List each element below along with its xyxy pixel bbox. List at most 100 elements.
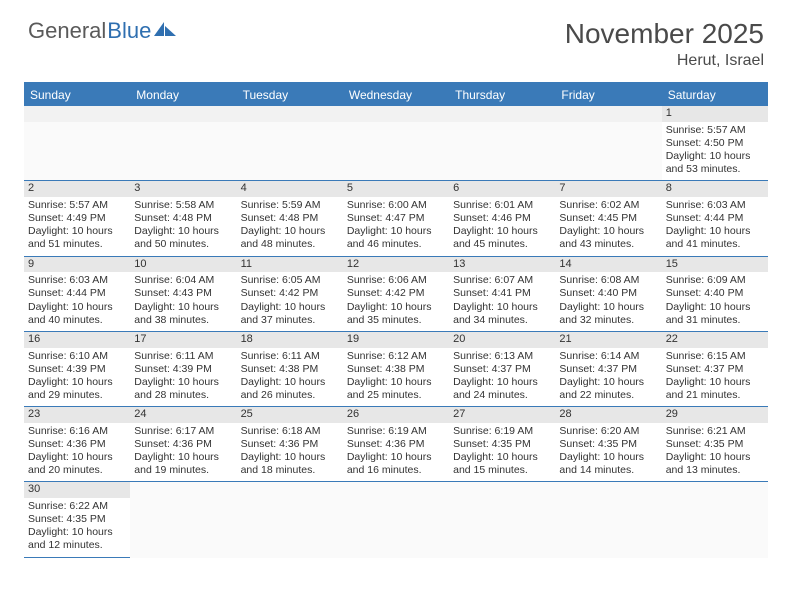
calendar-cell-empty: [662, 482, 768, 557]
day-body: Sunrise: 6:19 AMSunset: 4:36 PMDaylight:…: [343, 423, 449, 482]
weekday-header: Wednesday: [343, 84, 449, 106]
daylight-text: Daylight: 10 hours and 20 minutes.: [28, 451, 126, 477]
day-body: Sunrise: 6:03 AMSunset: 4:44 PMDaylight:…: [662, 197, 768, 256]
day-body: Sunrise: 6:22 AMSunset: 4:35 PMDaylight:…: [24, 498, 130, 557]
daylight-text: Daylight: 10 hours and 34 minutes.: [453, 301, 551, 327]
day-body: Sunrise: 6:04 AMSunset: 4:43 PMDaylight:…: [130, 272, 236, 331]
sunset-text: Sunset: 4:42 PM: [241, 287, 339, 300]
daylight-text: Daylight: 10 hours and 40 minutes.: [28, 301, 126, 327]
calendar: SundayMondayTuesdayWednesdayThursdayFrid…: [24, 82, 768, 558]
calendar-cell: 27Sunrise: 6:19 AMSunset: 4:35 PMDayligh…: [449, 407, 555, 481]
week-row: 30Sunrise: 6:22 AMSunset: 4:35 PMDayligh…: [24, 482, 768, 557]
day-body: [343, 122, 449, 176]
sunset-text: Sunset: 4:35 PM: [559, 438, 657, 451]
day-number: 15: [662, 257, 768, 273]
sunset-text: Sunset: 4:39 PM: [134, 363, 232, 376]
daylight-text: Daylight: 10 hours and 28 minutes.: [134, 376, 232, 402]
day-body: Sunrise: 6:20 AMSunset: 4:35 PMDaylight:…: [555, 423, 661, 482]
day-number: 2: [24, 181, 130, 197]
daylight-text: Daylight: 10 hours and 22 minutes.: [559, 376, 657, 402]
calendar-cell: 13Sunrise: 6:07 AMSunset: 4:41 PMDayligh…: [449, 257, 555, 331]
day-body: Sunrise: 6:16 AMSunset: 4:36 PMDaylight:…: [24, 423, 130, 482]
sunrise-text: Sunrise: 5:57 AM: [666, 124, 764, 137]
sunrise-text: Sunrise: 6:12 AM: [347, 350, 445, 363]
sunrise-text: Sunrise: 6:11 AM: [241, 350, 339, 363]
day-body: [130, 498, 236, 552]
daylight-text: Daylight: 10 hours and 26 minutes.: [241, 376, 339, 402]
day-number: 18: [237, 332, 343, 348]
day-number: 21: [555, 332, 661, 348]
location-label: Herut, Israel: [565, 52, 764, 70]
calendar-cell: 21Sunrise: 6:14 AMSunset: 4:37 PMDayligh…: [555, 332, 661, 406]
day-number: 17: [130, 332, 236, 348]
page-header: GeneralBlue November 2025 Herut, Israel: [0, 0, 792, 76]
day-number-bar: [449, 106, 555, 122]
daylight-text: Daylight: 10 hours and 31 minutes.: [666, 301, 764, 327]
sunrise-text: Sunrise: 6:03 AM: [666, 199, 764, 212]
day-body: Sunrise: 6:19 AMSunset: 4:35 PMDaylight:…: [449, 423, 555, 482]
calendar-cell-empty: [343, 106, 449, 180]
day-number-bar: [237, 482, 343, 498]
weekday-header: Monday: [130, 84, 236, 106]
day-body: Sunrise: 5:58 AMSunset: 4:48 PMDaylight:…: [130, 197, 236, 256]
calendar-cell: 15Sunrise: 6:09 AMSunset: 4:40 PMDayligh…: [662, 257, 768, 331]
calendar-cell-empty: [130, 106, 236, 180]
day-body: Sunrise: 6:11 AMSunset: 4:39 PMDaylight:…: [130, 348, 236, 407]
calendar-cell: 1Sunrise: 5:57 AMSunset: 4:50 PMDaylight…: [662, 106, 768, 180]
day-body: [662, 498, 768, 552]
calendar-cell-empty: [449, 106, 555, 180]
day-body: Sunrise: 6:05 AMSunset: 4:42 PMDaylight:…: [237, 272, 343, 331]
day-number-bar: [449, 482, 555, 498]
week-row: 1Sunrise: 5:57 AMSunset: 4:50 PMDaylight…: [24, 106, 768, 181]
weekday-header: Tuesday: [237, 84, 343, 106]
day-body: Sunrise: 6:11 AMSunset: 4:38 PMDaylight:…: [237, 348, 343, 407]
day-number-bar: [237, 106, 343, 122]
day-number-bar: [24, 106, 130, 122]
calendar-cell-empty: [237, 482, 343, 557]
sunrise-text: Sunrise: 6:10 AM: [28, 350, 126, 363]
day-body: [555, 498, 661, 552]
day-body: Sunrise: 6:03 AMSunset: 4:44 PMDaylight:…: [24, 272, 130, 331]
calendar-cell-empty: [343, 482, 449, 557]
calendar-cell: 28Sunrise: 6:20 AMSunset: 4:35 PMDayligh…: [555, 407, 661, 481]
day-body: [130, 122, 236, 176]
day-number: 20: [449, 332, 555, 348]
day-number: 1: [662, 106, 768, 122]
daylight-text: Daylight: 10 hours and 50 minutes.: [134, 225, 232, 251]
sunset-text: Sunset: 4:45 PM: [559, 212, 657, 225]
day-body: Sunrise: 6:09 AMSunset: 4:40 PMDaylight:…: [662, 272, 768, 331]
day-number: 6: [449, 181, 555, 197]
calendar-cell: 26Sunrise: 6:19 AMSunset: 4:36 PMDayligh…: [343, 407, 449, 481]
calendar-cell: 18Sunrise: 6:11 AMSunset: 4:38 PMDayligh…: [237, 332, 343, 406]
weekday-header: Sunday: [24, 84, 130, 106]
day-body: Sunrise: 6:18 AMSunset: 4:36 PMDaylight:…: [237, 423, 343, 482]
day-number-bar: [555, 106, 661, 122]
sunset-text: Sunset: 4:44 PM: [666, 212, 764, 225]
daylight-text: Daylight: 10 hours and 13 minutes.: [666, 451, 764, 477]
day-body: [237, 122, 343, 176]
calendar-cell: 12Sunrise: 6:06 AMSunset: 4:42 PMDayligh…: [343, 257, 449, 331]
sunset-text: Sunset: 4:41 PM: [453, 287, 551, 300]
sunrise-text: Sunrise: 6:15 AM: [666, 350, 764, 363]
sunrise-text: Sunrise: 6:08 AM: [559, 274, 657, 287]
week-row: 23Sunrise: 6:16 AMSunset: 4:36 PMDayligh…: [24, 407, 768, 482]
brand-logo: GeneralBlue: [28, 18, 176, 44]
day-body: [449, 498, 555, 552]
sunset-text: Sunset: 4:36 PM: [28, 438, 126, 451]
brand-part2: Blue: [107, 18, 151, 44]
calendar-cell: 17Sunrise: 6:11 AMSunset: 4:39 PMDayligh…: [130, 332, 236, 406]
sunrise-text: Sunrise: 6:00 AM: [347, 199, 445, 212]
day-number: 13: [449, 257, 555, 273]
day-body: Sunrise: 5:57 AMSunset: 4:49 PMDaylight:…: [24, 197, 130, 256]
calendar-cell: 2Sunrise: 5:57 AMSunset: 4:49 PMDaylight…: [24, 181, 130, 255]
sunrise-text: Sunrise: 6:03 AM: [28, 274, 126, 287]
month-title: November 2025: [565, 18, 764, 50]
daylight-text: Daylight: 10 hours and 45 minutes.: [453, 225, 551, 251]
daylight-text: Daylight: 10 hours and 24 minutes.: [453, 376, 551, 402]
calendar-cell: 20Sunrise: 6:13 AMSunset: 4:37 PMDayligh…: [449, 332, 555, 406]
sunrise-text: Sunrise: 6:02 AM: [559, 199, 657, 212]
sunset-text: Sunset: 4:39 PM: [28, 363, 126, 376]
calendar-cell: 3Sunrise: 5:58 AMSunset: 4:48 PMDaylight…: [130, 181, 236, 255]
daylight-text: Daylight: 10 hours and 14 minutes.: [559, 451, 657, 477]
day-number-bar: [130, 106, 236, 122]
